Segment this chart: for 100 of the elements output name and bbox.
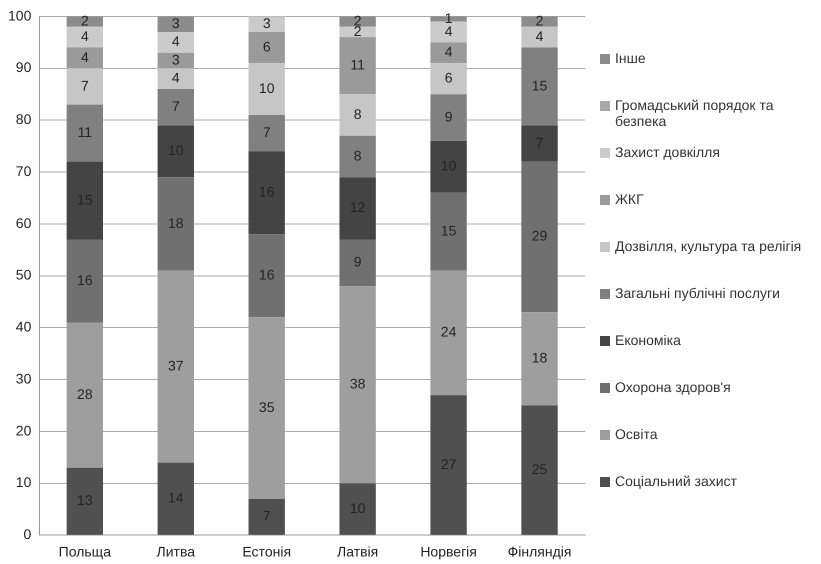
bar: [339, 177, 376, 240]
data-label: 10: [258, 80, 275, 96]
bar: [430, 395, 467, 535]
data-label: 35: [258, 398, 275, 415]
bar: [339, 239, 376, 286]
data-label: 3: [262, 15, 271, 32]
data-label: 6: [444, 70, 453, 86]
data-label: 18: [532, 350, 548, 366]
y-tick-label: 10: [16, 474, 32, 490]
data-label: 4: [444, 22, 453, 39]
data-label: 2: [536, 12, 544, 28]
data-label: 4: [172, 70, 180, 86]
bar: [158, 462, 194, 535]
bar: [248, 234, 285, 318]
data-label: 9: [354, 254, 362, 270]
data-label: 15: [532, 77, 548, 94]
data-label: 9: [444, 108, 453, 124]
bar: [430, 192, 467, 271]
bar: [248, 16, 285, 32]
y-tick-label: 60: [16, 214, 32, 231]
bar: [430, 42, 467, 64]
bar: [521, 162, 558, 312]
data-label: 8: [354, 106, 362, 122]
bar: [66, 162, 104, 240]
data-label: 4: [444, 44, 453, 60]
x-tick-label: Фінляндія: [508, 543, 572, 560]
data-label: 28: [77, 386, 93, 402]
bar: [339, 94, 376, 136]
y-tick-label: 30: [16, 370, 32, 386]
data-label: 11: [350, 56, 366, 73]
bar: [430, 94, 467, 141]
bar: [66, 26, 104, 48]
data-label: 24: [440, 324, 457, 340]
data-label: 8: [354, 147, 362, 164]
data-label: 6: [262, 38, 271, 54]
legend-label: Економіка: [615, 332, 681, 348]
data-label: 3: [172, 51, 180, 68]
data-label: 29: [532, 228, 548, 244]
bar: [521, 26, 558, 48]
data-label: 4: [80, 48, 89, 65]
bar: [158, 52, 194, 68]
bar: [339, 37, 376, 94]
legend-label: Громадський порядок та безпека: [615, 97, 774, 129]
bar: [158, 32, 194, 53]
bar: [521, 16, 558, 27]
data-label: 4: [80, 28, 89, 44]
data-label: 16: [77, 272, 93, 288]
data-label: 4: [536, 28, 544, 44]
y-tick-label: 80: [16, 111, 32, 128]
x-tick-label: Норвегія: [420, 543, 477, 560]
x-tick-label: Литва: [156, 543, 196, 560]
legend-label: Освіта: [615, 426, 658, 442]
data-label: 4: [172, 33, 180, 50]
y-tick-label: 0: [24, 526, 32, 542]
legend-label: Дозвілля, культура та релігія: [615, 238, 802, 254]
bar: [339, 136, 376, 178]
bar: [66, 468, 104, 535]
bar: [66, 48, 104, 68]
x-tick-label: Латвія: [337, 543, 378, 560]
bar: [430, 140, 467, 193]
data-label: 18: [168, 214, 184, 231]
y-tick-label: 100: [8, 7, 32, 24]
bar: [521, 48, 558, 126]
bar: [158, 177, 194, 271]
y-tick-label: 70: [16, 162, 32, 179]
y-tick-label: 20: [16, 422, 32, 438]
bar: [430, 22, 467, 42]
y-tick-label: 90: [16, 59, 32, 76]
bar: [521, 406, 558, 535]
bar: [158, 68, 194, 90]
data-label: 3: [172, 15, 180, 32]
legend-label: Охорона здоров'я: [615, 379, 731, 395]
bar: [430, 63, 467, 94]
legend-label: Загальні публічні послуги: [615, 285, 780, 301]
bar: [66, 16, 104, 27]
data-label: 11: [78, 124, 92, 140]
bar: [339, 16, 376, 27]
data-label: 37: [168, 357, 184, 374]
x-tick-label: Естонія: [242, 543, 292, 560]
bar: [248, 151, 285, 234]
bar: [248, 32, 285, 64]
bar: [248, 498, 285, 535]
data-label: 16: [258, 266, 275, 283]
data-label: 7: [172, 98, 180, 114]
bar: [158, 89, 194, 126]
bar: [248, 63, 285, 115]
x-tick-label: Польща: [58, 543, 112, 560]
bar: [248, 114, 285, 152]
data-label: 15: [440, 222, 457, 239]
bar: [158, 125, 194, 178]
y-tick-label: 50: [16, 266, 32, 283]
data-label: 7: [80, 77, 89, 94]
legend-label: Інше: [615, 50, 646, 66]
y-tick-label: 40: [16, 318, 32, 335]
bar: [66, 68, 104, 105]
bar: [521, 125, 558, 162]
bar: [158, 16, 194, 32]
legend-label: Соціальний захист: [615, 473, 737, 489]
bar: [339, 483, 376, 535]
data-label: 38: [350, 376, 366, 392]
